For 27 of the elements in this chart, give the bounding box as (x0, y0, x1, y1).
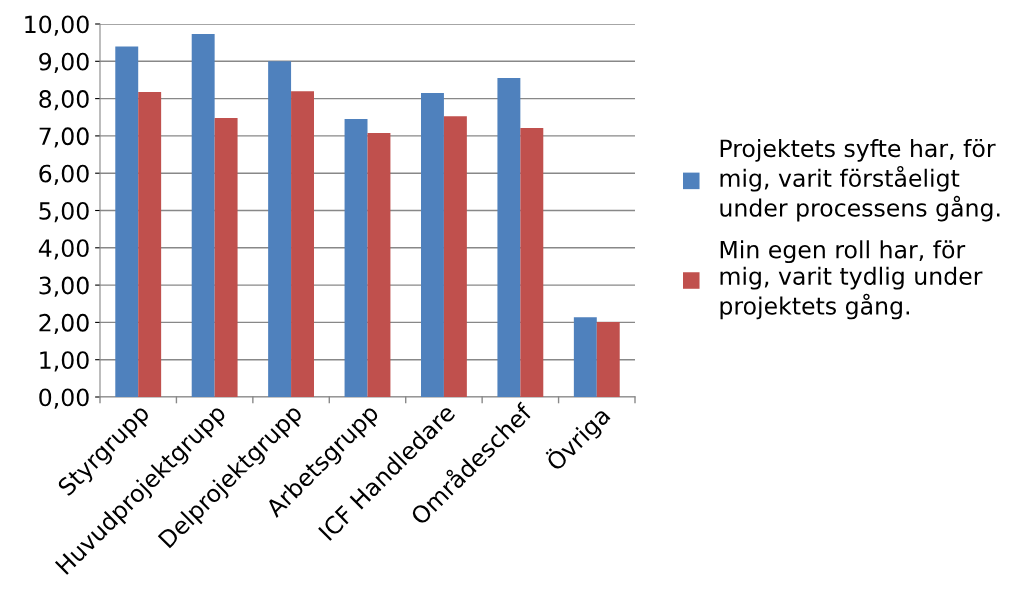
bar (573, 317, 597, 397)
bar (596, 322, 620, 397)
y-tick-label: 8,00 (39, 90, 89, 111)
bar (115, 46, 139, 397)
bar (138, 91, 162, 397)
bar (191, 34, 215, 397)
bar (344, 119, 368, 397)
bar (421, 93, 444, 397)
legend-label: Projektets syfte har, för mig, varit förståeligt under processens gång. (720, 138, 1000, 222)
y-tick-label: 0,00 (39, 388, 89, 409)
y-tick-label: 5,00 (39, 201, 89, 223)
bar (214, 118, 238, 397)
bar (268, 61, 292, 397)
bar (520, 128, 544, 397)
y-tick-label: 7,00 (39, 127, 89, 148)
y-tick-label: 3,00 (39, 276, 89, 297)
y-tick-label: 6,00 (39, 164, 89, 185)
legend-label: Min egen roll har, för mig, varit tydlig under projektets gång. (720, 240, 983, 320)
bar (367, 132, 391, 397)
y-tick-label: 10,00 (25, 15, 89, 36)
bar (497, 78, 521, 397)
y-tick-label: 9,00 (39, 52, 89, 74)
bar (291, 91, 314, 397)
y-tick-label: 2,00 (39, 313, 89, 335)
y-tick-label: 1,00 (40, 351, 89, 372)
y-tick-label: 4,00 (38, 239, 89, 260)
bar (443, 116, 467, 397)
